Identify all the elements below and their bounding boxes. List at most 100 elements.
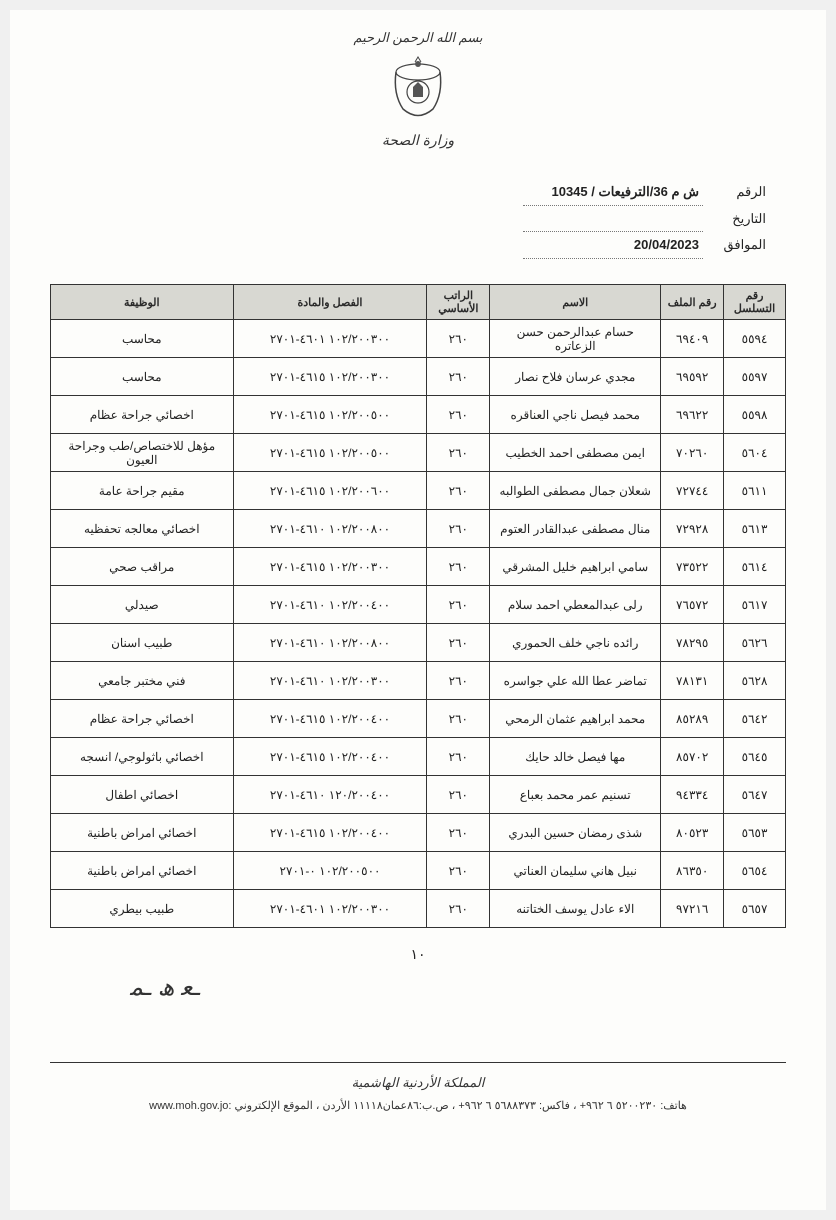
cell-name: سامي ابراهيم خليل المشرقي [490,548,661,586]
cell-name: مها فيصل خالد حايك [490,738,661,776]
letterhead: بسم الله الرحمن الرحيم وزارة الصحة [50,30,786,149]
footer-contact: هاتف: ٥٢٠٠٢٣٠ ٦ ٩٦٢+ ، فاكس: ٥٦٨٨٣٧٣ ٦ ٩… [50,1098,786,1116]
cell-name: حسام عبدالرحمن حسن الزعاتره [490,320,661,358]
table-row: ٥٦٤٥٨٥٧٠٢مها فيصل خالد حايك٢٦٠١٠٢/٢٠٠٤٠٠… [51,738,786,776]
cell-salary: ٢٦٠ [427,624,490,662]
cell-grade: ١٢٠/٢٠٠٤٠٠ ٤٦١٠-٢٧٠١ [233,776,427,814]
cell-salary: ٢٦٠ [427,548,490,586]
cell-job: اخصائي امراض باطنية [51,814,234,852]
cell-file: ٧٨٢٩٥ [661,624,724,662]
cell-file: ٧٣٥٢٢ [661,548,724,586]
cell-serial: ٥٦٢٦ [724,624,786,662]
ref-value: ش م 36/الترفيعات / 10345 [523,179,703,206]
cell-grade: ١٠٢/٢٠٠٤٠٠ ٤٦١٥-٢٧٠١ [233,700,427,738]
document-meta: الرقم ش م 36/الترفيعات / 10345 التاريخ ا… [50,179,766,259]
signature-mark: ـﻌ ﮪ ـﻤ [130,973,786,1002]
cell-serial: ٥٦٤٧ [724,776,786,814]
bismillah-text: بسم الله الرحمن الرحيم [50,30,786,46]
cell-job: اخصائي اطفال [51,776,234,814]
cell-salary: ٢٦٠ [427,434,490,472]
cell-job: فني مختبر جامعي [51,662,234,700]
cell-salary: ٢٦٠ [427,814,490,852]
cell-name: محمد فيصل ناجي العناقره [490,396,661,434]
cell-job: محاسب [51,320,234,358]
national-emblem [383,54,453,124]
table-row: ٥٦٢٨٧٨١٣١تماضر عطا الله علي جواسره٢٦٠١٠٢… [51,662,786,700]
corr-label: الموافق [711,232,766,259]
cell-grade: ١٠٢/٢٠٠٥٠٠ ٤٦١٥-٢٧٠١ [233,396,427,434]
cell-job: اخصائي جراحة عظام [51,700,234,738]
table-row: ٥٦١١٧٢٧٤٤شعلان جمال مصطفى الطوالبه٢٦٠١٠٢… [51,472,786,510]
page-footer: المملكة الأردنية الهاشمية هاتف: ٥٢٠٠٢٣٠ … [50,1062,786,1115]
cell-grade: ١٠٢/٢٠٠٤٠٠ ٤٦١٠-٢٧٠١ [233,586,427,624]
cell-name: تماضر عطا الله علي جواسره [490,662,661,700]
cell-serial: ٥٦٤٢ [724,700,786,738]
cell-file: ٩٤٣٣٤ [661,776,724,814]
cell-grade: ١٠٢/٢٠٠٣٠٠ ٤٦١٥-٢٧٠١ [233,358,427,396]
cell-file: ٦٩٤٠٩ [661,320,724,358]
cell-job: اخصائي جراحة عظام [51,396,234,434]
cell-job: اخصائي معالجه تحفظيه [51,510,234,548]
cell-grade: ١٠٢/٢٠٠٣٠٠ ٤٦١٠-٢٧٠١ [233,662,427,700]
cell-file: ٧٢٩٢٨ [661,510,724,548]
cell-salary: ٢٦٠ [427,662,490,700]
cell-file: ٨٦٣٥٠ [661,852,724,890]
cell-grade: ١٠٢/٢٠٠٨٠٠ ٤٦١٠-٢٧٠١ [233,624,427,662]
table-row: ٥٦٥٧٩٧٢١٦الاء عادل يوسف الختاتنه٢٦٠١٠٢/٢… [51,890,786,928]
table-row: ٥٥٩٨٦٩٦٢٢محمد فيصل ناجي العناقره٢٦٠١٠٢/٢… [51,396,786,434]
cell-grade: ١٠٢/٢٠٠٤٠٠ ٤٦١٥-٢٧٠١ [233,738,427,776]
cell-name: منال مصطفى عبدالقادر العتوم [490,510,661,548]
cell-job: اخصائي باثولوجي/ انسجه [51,738,234,776]
cell-file: ٨٠٥٢٣ [661,814,724,852]
cell-salary: ٢٦٠ [427,396,490,434]
cell-file: ٧٢٧٤٤ [661,472,724,510]
date-value [523,206,703,232]
cell-serial: ٥٦٥٣ [724,814,786,852]
cell-job: مقيم جراحة عامة [51,472,234,510]
cell-serial: ٥٦٤٥ [724,738,786,776]
cell-grade: ١٠٢/٢٠٠٣٠٠ ٤٦١٥-٢٧٠١ [233,548,427,586]
cell-serial: ٥٦١٣ [724,510,786,548]
cell-job: اخصائي امراض باطنية [51,852,234,890]
cell-grade: ١٠٢/٢٠٠٤٠٠ ٤٦١٥-٢٧٠١ [233,814,427,852]
promotions-table: رقم التسلسل رقم الملف الاسم الراتب الأسا… [50,284,786,928]
cell-name: مجدي عرسان فلاح نصار [490,358,661,396]
cell-grade: ١٠٢/٢٠٠٣٠٠ ٤٦٠١-٢٧٠١ [233,890,427,928]
cell-name: نبيل هاني سليمان العناتي [490,852,661,890]
cell-grade: ١٠٢/٢٠٠٨٠٠ ٤٦١٠-٢٧٠١ [233,510,427,548]
table-row: ٥٦٤٢٨٥٢٨٩محمد ابراهيم عثمان الرمحي٢٦٠١٠٢… [51,700,786,738]
cell-file: ٧٨١٣١ [661,662,724,700]
date-label: التاريخ [711,206,766,232]
header-name: الاسم [490,285,661,320]
cell-salary: ٢٦٠ [427,472,490,510]
cell-serial: ٥٦١١ [724,472,786,510]
cell-grade: ١٠٢/٢٠٠٥٠٠ ٤٦١٥-٢٧٠١ [233,434,427,472]
cell-salary: ٢٦٠ [427,738,490,776]
header-job: الوظيفة [51,285,234,320]
cell-serial: ٥٦٥٧ [724,890,786,928]
cell-serial: ٥٥٩٤ [724,320,786,358]
table-row: ٥٦١٤٧٣٥٢٢سامي ابراهيم خليل المشرقي٢٦٠١٠٢… [51,548,786,586]
table-row: ٥٦٢٦٧٨٢٩٥رائده ناجي خلف الحموري٢٦٠١٠٢/٢٠… [51,624,786,662]
table-row: ٥٦٠٤٧٠٢٦٠ايمن مصطفى احمد الخطيب٢٦٠١٠٢/٢٠… [51,434,786,472]
header-grade: الفصل والمادة [233,285,427,320]
cell-job: مراقب صحي [51,548,234,586]
table-row: ٥٦١٧٧٦٥٧٢رلى عبدالمعطي احمد سلام٢٦٠١٠٢/٢… [51,586,786,624]
cell-file: ٩٧٢١٦ [661,890,724,928]
table-row: ٥٥٩٧٦٩٥٩٢مجدي عرسان فلاح نصار٢٦٠١٠٢/٢٠٠٣… [51,358,786,396]
cell-job: طبيب اسنان [51,624,234,662]
cell-name: شعلان جمال مصطفى الطوالبه [490,472,661,510]
cell-salary: ٢٦٠ [427,320,490,358]
page-number: ١٠ [50,946,786,963]
table-row: ٥٦٤٧٩٤٣٣٤تسنيم عمر محمد بعباع٢٦٠١٢٠/٢٠٠٤… [51,776,786,814]
header-file: رقم الملف [661,285,724,320]
table-row: ٥٦١٣٧٢٩٢٨منال مصطفى عبدالقادر العتوم٢٦٠١… [51,510,786,548]
cell-salary: ٢٦٠ [427,586,490,624]
header-serial: رقم التسلسل [724,285,786,320]
cell-serial: ٥٦٥٤ [724,852,786,890]
table-row: ٥٦٥٣٨٠٥٢٣شذى رمضان حسين البدري٢٦٠١٠٢/٢٠٠… [51,814,786,852]
cell-serial: ٥٥٩٧ [724,358,786,396]
cell-salary: ٢٦٠ [427,700,490,738]
cell-job: صيدلي [51,586,234,624]
cell-name: شذى رمضان حسين البدري [490,814,661,852]
